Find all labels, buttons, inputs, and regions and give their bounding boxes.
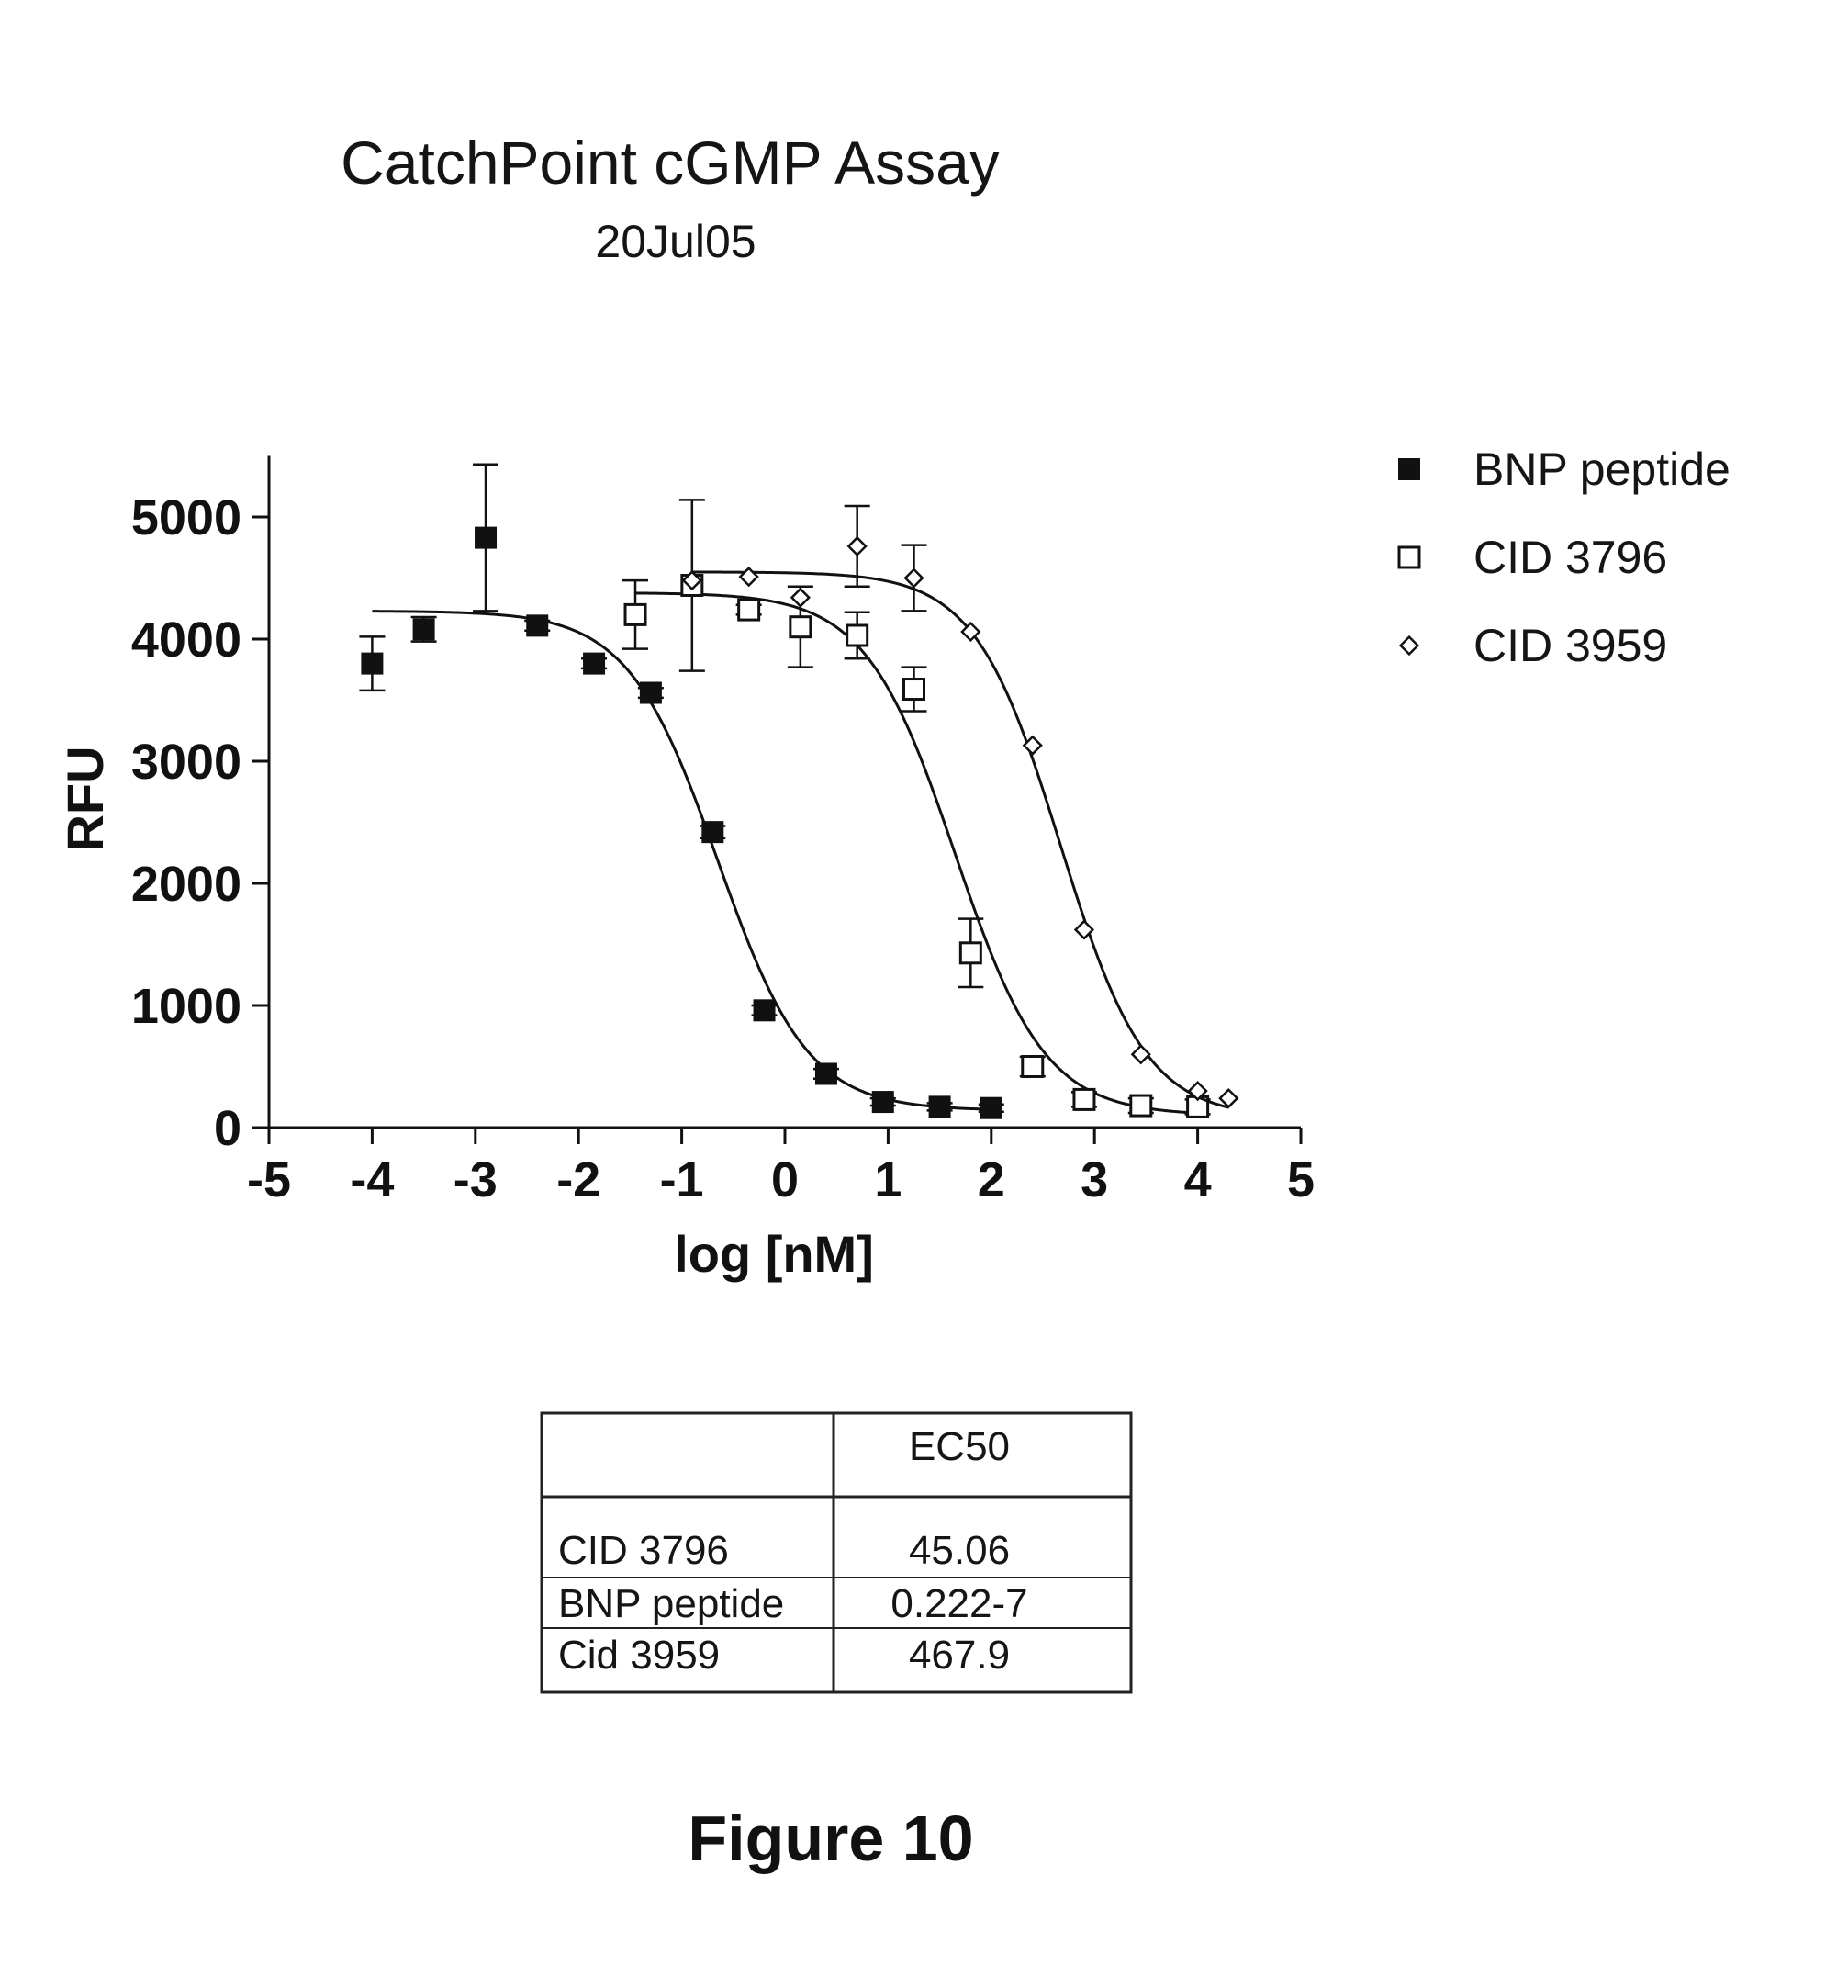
- data-point: [641, 683, 661, 703]
- y-axis-label: RFU: [56, 746, 114, 851]
- y-tick-label: 1000: [131, 979, 241, 1034]
- x-tick-label: 3: [1081, 1152, 1108, 1207]
- table-cell: BNP peptide: [558, 1581, 784, 1626]
- data-point: [904, 680, 924, 700]
- data-point: [584, 654, 604, 674]
- y-tick-label: 4000: [131, 612, 241, 668]
- data-point: [816, 1063, 836, 1084]
- data-point: [847, 625, 868, 646]
- table-header-cell: EC50: [909, 1424, 1010, 1469]
- data-point: [1023, 1057, 1043, 1077]
- table-cell: Cid 3959: [558, 1633, 720, 1678]
- data-point: [930, 1096, 950, 1117]
- chart-title: CatchPoint cGMP Assay: [341, 129, 1000, 197]
- table-cell: 0.222-7: [890, 1581, 1027, 1626]
- y-tick-label: 3000: [131, 735, 241, 790]
- data-point: [527, 615, 547, 635]
- data-point: [414, 619, 434, 639]
- x-tick-label: 2: [978, 1152, 1005, 1207]
- data-point: [981, 1098, 1002, 1118]
- data-point: [873, 1092, 893, 1112]
- data-point: [739, 600, 759, 620]
- figure-caption: Figure 10: [688, 1803, 973, 1874]
- legend-marker: [1399, 459, 1419, 479]
- data-point: [1131, 1095, 1151, 1116]
- x-tick-label: -2: [556, 1152, 600, 1207]
- legend-label: CID 3796: [1473, 532, 1667, 583]
- data-point: [1074, 1089, 1094, 1109]
- y-tick-label: 2000: [131, 857, 241, 912]
- legend-label: CID 3959: [1473, 620, 1667, 671]
- table-cell: CID 3796: [558, 1528, 729, 1573]
- data-point: [362, 654, 382, 674]
- chart-subtitle: 20Jul05: [595, 216, 756, 267]
- y-tick-label: 0: [214, 1101, 241, 1156]
- x-axis-label: log [nM]: [674, 1225, 874, 1283]
- data-point: [790, 617, 811, 637]
- x-tick-label: 0: [771, 1152, 799, 1207]
- x-tick-label: -3: [454, 1152, 498, 1207]
- data-point: [476, 528, 496, 548]
- legend-label: BNP peptide: [1473, 444, 1730, 495]
- data-point: [625, 604, 645, 624]
- table-cell: 467.9: [909, 1633, 1010, 1678]
- x-tick-label: -1: [660, 1152, 704, 1207]
- data-point: [755, 1000, 775, 1020]
- data-point: [702, 822, 722, 842]
- legend-marker: [1399, 547, 1419, 567]
- data-point: [960, 943, 980, 963]
- x-tick-label: -5: [247, 1152, 291, 1207]
- table-cell: 45.06: [909, 1528, 1010, 1573]
- x-tick-label: 4: [1184, 1152, 1212, 1207]
- x-tick-label: 1: [874, 1152, 902, 1207]
- y-tick-label: 5000: [131, 490, 241, 545]
- x-tick-label: 5: [1287, 1152, 1315, 1207]
- x-tick-label: -4: [350, 1152, 394, 1207]
